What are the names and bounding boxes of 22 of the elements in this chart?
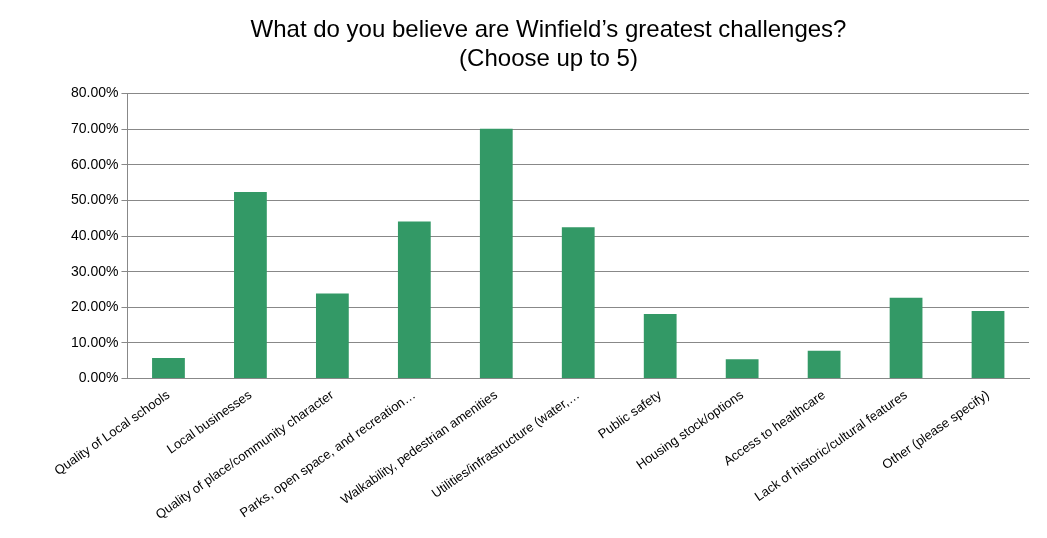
y-tick-label: 30.00% — [71, 262, 119, 279]
y-tick-label: 40.00% — [71, 226, 119, 243]
y-tick-label: 60.00% — [71, 155, 119, 172]
bar — [725, 359, 759, 379]
bar — [807, 350, 841, 379]
bar — [643, 314, 677, 379]
y-tick-label: 0.00% — [78, 369, 119, 386]
y-tick-label: 20.00% — [71, 298, 119, 315]
bar — [561, 227, 595, 379]
y-tick-label: 10.00% — [71, 333, 119, 350]
bar — [315, 293, 349, 379]
bar — [152, 357, 185, 379]
bar — [479, 128, 513, 379]
text: What do you believe are Winfield’s greatest challenges? — [250, 15, 847, 43]
y-tick-label: 70.00% — [71, 120, 119, 137]
bar — [234, 191, 267, 379]
y-tick-label: 50.00% — [71, 191, 119, 208]
bar — [397, 221, 431, 379]
bar — [971, 310, 1005, 379]
text: (Choose up to 5) — [459, 43, 638, 71]
bar — [889, 297, 923, 379]
y-tick-label: 80.00% — [71, 84, 119, 101]
